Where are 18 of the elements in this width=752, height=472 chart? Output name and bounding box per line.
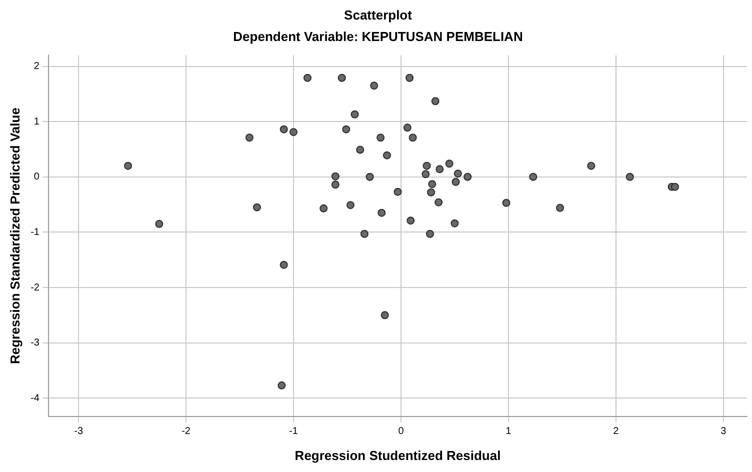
x-tick-label: -1 [289, 426, 298, 438]
x-tick-label: 0 [398, 426, 404, 438]
chart-subtitle: Dependent Variable: KEPUTUSAN PEMBELIAN [233, 28, 523, 44]
x-tick-label: -2 [182, 426, 191, 438]
y-tick-label: 0 [34, 172, 40, 183]
x-tick-label: 1 [506, 426, 512, 438]
chart-title: Scatterplot [344, 7, 413, 22]
y-tick-label: 1 [34, 116, 40, 128]
x-tick-label: -3 [74, 426, 84, 438]
x-tick-label: 3 [720, 426, 727, 438]
y-tick-label: -4 [30, 392, 40, 404]
x-tick-label: 2 [613, 426, 620, 438]
y-axis-title: Regression Standardized Predicted Value [7, 108, 22, 364]
y-tick-label: -3 [30, 338, 40, 349]
y-tick-label: -2 [30, 282, 40, 294]
x-axis-title: Regression Studentized Residual [294, 448, 501, 463]
y-tick-label: 2 [34, 61, 40, 72]
y-tick-label: -1 [30, 226, 40, 238]
